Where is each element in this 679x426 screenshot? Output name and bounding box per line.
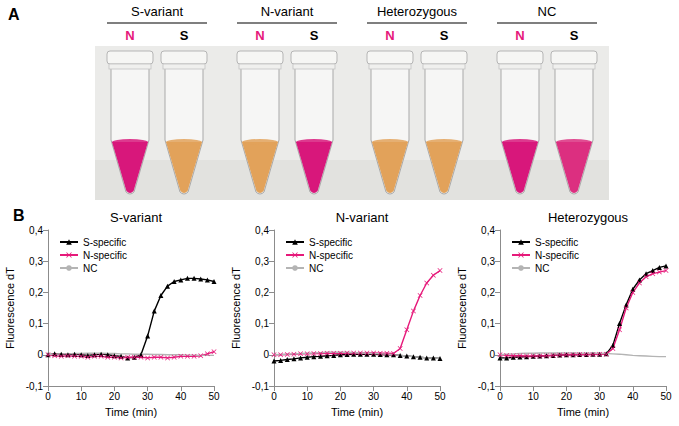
svg-text:40: 40 <box>175 391 187 402</box>
svg-text:0: 0 <box>271 391 277 402</box>
svg-text:S-variant: S-variant <box>110 210 162 225</box>
svg-text:N-specific: N-specific <box>83 250 127 261</box>
svg-text:N: N <box>515 28 524 43</box>
svg-text:0: 0 <box>263 349 269 360</box>
svg-text:B: B <box>13 207 25 224</box>
svg-text:30: 30 <box>368 391 380 402</box>
svg-text:10: 10 <box>302 391 314 402</box>
svg-text:0,2: 0,2 <box>481 287 495 298</box>
svg-text:20: 20 <box>561 391 573 402</box>
svg-text:0: 0 <box>45 391 51 402</box>
svg-text:S: S <box>570 28 579 43</box>
svg-text:10: 10 <box>76 391 88 402</box>
svg-text:Fluorescence dT: Fluorescence dT <box>4 267 16 349</box>
svg-text:N-specific: N-specific <box>535 250 579 261</box>
svg-text:NC: NC <box>309 263 323 274</box>
svg-text:0,4: 0,4 <box>255 225 269 236</box>
svg-text:NC: NC <box>538 4 557 19</box>
svg-text:20: 20 <box>109 391 121 402</box>
svg-text:0,2: 0,2 <box>29 287 43 298</box>
svg-text:30: 30 <box>594 391 606 402</box>
svg-text:NC: NC <box>535 263 549 274</box>
svg-text:0,1: 0,1 <box>255 318 269 329</box>
svg-text:S: S <box>440 28 449 43</box>
svg-text:0: 0 <box>489 349 495 360</box>
svg-text:0,3: 0,3 <box>29 256 43 267</box>
svg-text:0: 0 <box>497 391 503 402</box>
svg-text:N-specific: N-specific <box>309 250 353 261</box>
svg-text:30: 30 <box>142 391 154 402</box>
svg-text:S-variant: S-variant <box>131 4 183 19</box>
svg-text:Fluorescence dT: Fluorescence dT <box>230 267 242 349</box>
svg-text:0: 0 <box>37 349 43 360</box>
svg-text:S-specific: S-specific <box>309 237 352 248</box>
svg-text:50: 50 <box>434 391 446 402</box>
svg-text:Heterozygous: Heterozygous <box>377 4 458 19</box>
svg-text:0,3: 0,3 <box>481 256 495 267</box>
svg-text:20: 20 <box>335 391 347 402</box>
svg-text:Time (min): Time (min) <box>557 406 609 418</box>
svg-text:Time (min): Time (min) <box>105 406 157 418</box>
svg-text:N: N <box>125 28 134 43</box>
svg-text:0,3: 0,3 <box>255 256 269 267</box>
svg-text:Heterozygous: Heterozygous <box>548 210 629 225</box>
svg-text:-0,1: -0,1 <box>252 381 270 392</box>
svg-text:0,1: 0,1 <box>29 318 43 329</box>
svg-text:0,2: 0,2 <box>255 287 269 298</box>
svg-text:40: 40 <box>627 391 639 402</box>
svg-text:S: S <box>310 28 319 43</box>
svg-text:-0,1: -0,1 <box>26 381 44 392</box>
svg-text:40: 40 <box>401 391 413 402</box>
svg-text:50: 50 <box>660 391 672 402</box>
svg-text:0,1: 0,1 <box>481 318 495 329</box>
svg-text:N-variant: N-variant <box>336 210 389 225</box>
svg-text:NC: NC <box>83 263 97 274</box>
svg-text:S-specific: S-specific <box>535 237 578 248</box>
svg-text:Fluorescence dT: Fluorescence dT <box>456 267 468 349</box>
svg-text:10: 10 <box>528 391 540 402</box>
svg-text:S-specific: S-specific <box>83 237 126 248</box>
svg-text:-0,1: -0,1 <box>478 381 496 392</box>
svg-text:N: N <box>385 28 394 43</box>
svg-text:0,4: 0,4 <box>481 225 495 236</box>
svg-text:S: S <box>180 28 189 43</box>
svg-text:Time (min): Time (min) <box>331 406 383 418</box>
svg-text:A: A <box>8 6 20 23</box>
svg-text:N-variant: N-variant <box>261 4 314 19</box>
svg-text:50: 50 <box>208 391 220 402</box>
svg-text:0,4: 0,4 <box>29 225 43 236</box>
svg-text:N: N <box>255 28 264 43</box>
